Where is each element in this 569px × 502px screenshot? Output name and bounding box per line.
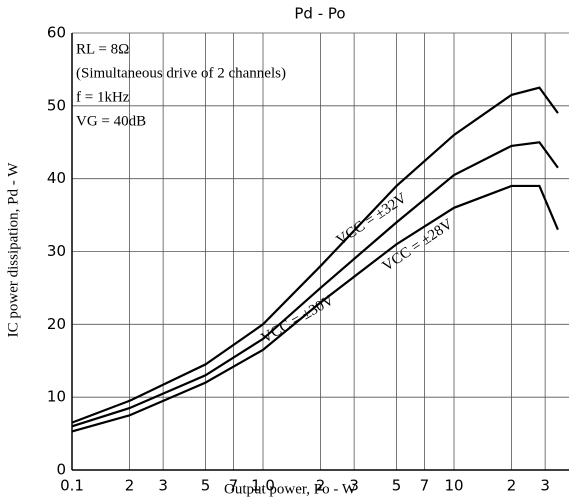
x-tick-label: 2 [125,477,135,495]
curve-label: VCC = ±30V [259,292,337,346]
y-tick-label: 30 [47,242,66,260]
x-axis-label: Output power, Po - W [224,481,357,497]
curve-label: VCC = ±28V [380,216,456,275]
x-tick-label: 7 [229,477,239,495]
x-tick-label: 3 [158,477,168,495]
curve [71,86,559,424]
x-tick-label: 2 [507,477,517,495]
chart-title: Pd - Po [294,5,345,23]
x-tick-label: 3 [349,477,359,495]
x-tick-label: 3 [540,477,550,495]
y-tick-label: 50 [47,96,66,114]
y-tick-label: 10 [47,388,66,406]
x-tick-label: 7 [420,477,430,495]
y-tick-label: 60 [47,24,66,42]
x-tick-label: 2 [316,477,326,495]
x-tick-label: 1.0 [251,477,275,495]
annotation: (Simultaneous drive of 2 channels) [76,65,286,81]
y-tick-label: 40 [47,169,66,187]
x-tick-label: 10 [444,477,463,495]
annotation: VG = 40dB [76,113,146,129]
annotation: f = 1kHz [76,89,130,105]
x-tick-label: 5 [201,477,211,495]
y-axis-label: IC power dissipation, Pd - W [5,162,21,338]
x-tick-label: 0.1 [60,477,84,495]
y-tick-label: 20 [47,315,66,333]
curve [71,184,559,433]
y-tick-label: 0 [56,461,66,479]
annotation: RL = 8Ω [76,41,129,57]
curve [71,141,559,428]
x-tick-label: 5 [392,477,402,495]
